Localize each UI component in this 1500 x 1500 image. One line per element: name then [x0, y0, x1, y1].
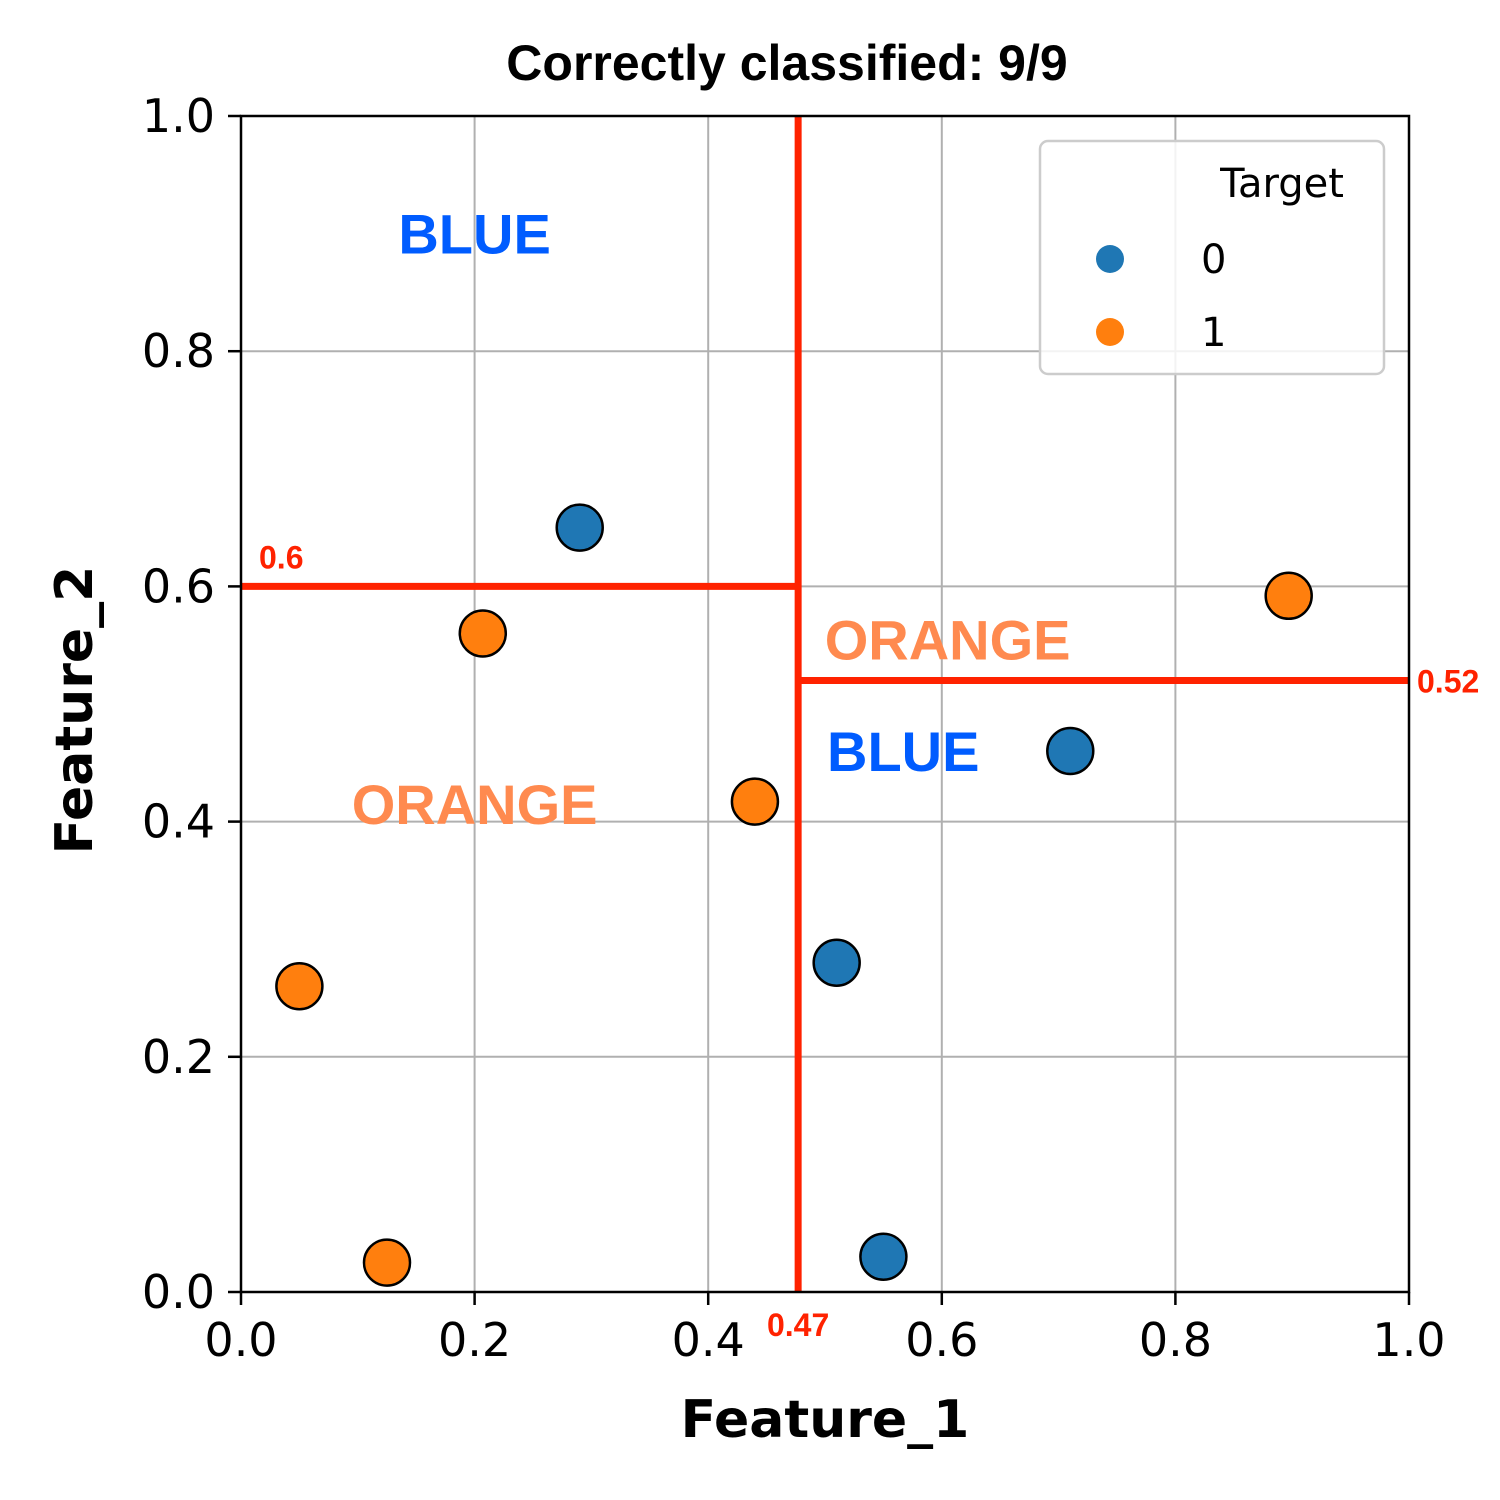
x-tick-label: 0.4 [672, 1313, 745, 1367]
legend-label: 1 [1201, 310, 1226, 356]
x-tick-label: 1.0 [1372, 1313, 1445, 1367]
data-points [275, 503, 1313, 1287]
legend-entries: 01 [1096, 237, 1226, 356]
horizontal-split-label: 0.52 [1417, 663, 1479, 699]
legend-marker [1096, 245, 1124, 273]
data-point [362, 1238, 412, 1287]
data-point [555, 503, 604, 552]
region-labels: BLUE ORANGE ORANGE BLUE [352, 203, 1071, 836]
region-label: ORANGE [352, 773, 598, 836]
x-tick-label: 0.8 [1139, 1313, 1212, 1367]
legend-title: Target [1219, 161, 1344, 207]
x-tick-label: 0.2 [438, 1313, 511, 1367]
chart-title: Correctly classified: 9/9 [506, 35, 1067, 91]
split-lines [241, 116, 1409, 1292]
horizontal-split-label: 0.6 [259, 539, 303, 575]
x-axis-title: Feature_1 [681, 1390, 970, 1450]
vertical-split-label: 0.47 [767, 1307, 829, 1343]
region-label: BLUE [398, 203, 550, 266]
axis-ticks: 0.0 0.2 0.4 0.6 0.8 1.0 0.0 0.2 0.4 0.6 0.8 1.0 [142, 89, 1446, 1367]
y-axis-title: Feature_2 [45, 566, 105, 855]
region-label: ORANGE [825, 608, 1071, 671]
legend-box [1038, 139, 1386, 376]
y-tick-label: 0.8 [142, 324, 215, 378]
data-point [458, 609, 508, 658]
y-tick-label: 1.0 [142, 89, 215, 143]
y-tick-label: 0.2 [142, 1030, 215, 1084]
legend-label: 0 [1201, 237, 1226, 283]
region-label: BLUE [827, 720, 979, 783]
data-point [730, 777, 780, 826]
split-labels: 0.47 0.6 0.52 [259, 539, 1479, 1343]
y-tick-label: 0.4 [142, 795, 215, 849]
x-tick-label: 0.6 [905, 1313, 978, 1367]
x-tick-label: 0.0 [204, 1313, 277, 1367]
data-point [1264, 571, 1313, 621]
y-tick-label: 0.6 [142, 559, 215, 613]
plot-frame [239, 114, 1411, 1294]
legend: Target 01 [1038, 139, 1386, 376]
legend-marker [1096, 318, 1124, 346]
y-tick-label: 0.0 [142, 1265, 215, 1319]
data-point [275, 961, 324, 1011]
data-point [859, 1232, 908, 1281]
data-point [812, 938, 861, 987]
data-point [1046, 726, 1095, 776]
